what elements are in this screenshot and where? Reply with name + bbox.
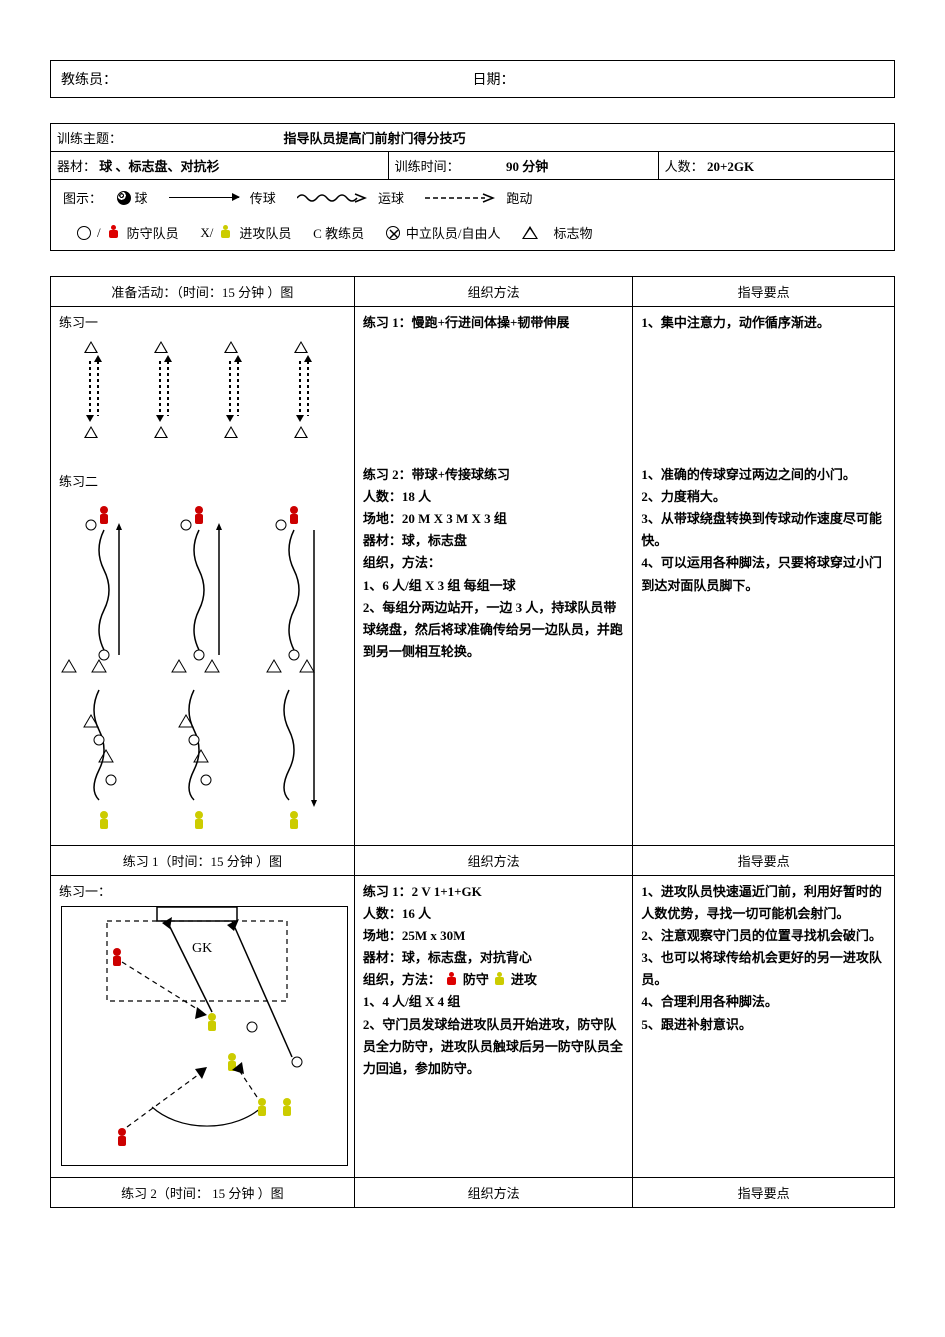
marker-text: 标志物 [553,223,592,242]
drill1-m-org-prefix: 组织，方法： [363,969,441,991]
method-player-red-icon [445,972,459,988]
equipment-label: 器材： [57,159,96,174]
points-header-2: 指导要点 [633,846,895,876]
method-header: 组织方法 [354,277,633,307]
points-header-3: 指导要点 [633,1178,895,1208]
attacker-prefix: X/ [200,225,213,241]
people-value: 20+2GK [707,159,754,174]
legend-row-1: 图示： 球 传球 运球 跑动 [57,184,888,211]
drill1-m-1: 1、4 人/组 X 4 组 [363,991,625,1013]
attacker-text: 进攻队员 [239,223,291,242]
drill1-m-2: 2、守门员发球给进攻队员开始进攻，防守队员全力防守，进攻队员触球后另一防守队员全… [363,1014,625,1080]
warmup-method-cell: 练习 1：慢跑+行进间体操+韧带伸展 练习 2：带球+传接球练习 人数：18 人… [354,307,633,846]
drill1-p2: 2、注意观察守门员的位置寻找机会破门。 [641,925,886,947]
circle-icon [77,226,91,240]
marker-icon [522,226,538,239]
warmup-ex2-equip: 器材：球，标志盘 [363,530,625,552]
warmup-ex1-method: 练习 1：慢跑+行进间体操+韧带伸展 [363,312,625,334]
drill1-m-equip: 器材：球，标志盘，对抗背心 [363,947,625,969]
warmup-ex2-m2: 2、每组分两边站开，一边 3 人，持球队员带球绕盘，然后将球准确传给另一边队员，… [363,597,625,663]
dribble-text: 运球 [378,188,404,207]
pass-text: 传球 [250,188,276,207]
info-table: 训练主题： 指导队员提高门前射门得分技巧 器材： 球 、标志盘、对抗衫 训练时间… [50,123,895,251]
run-text: 跑动 [506,188,532,207]
equipment-value: 球 、标志盘、对抗衫 [99,159,219,174]
ball-text: 球 [135,188,148,207]
drill1-p5: 5、跟进补射意识。 [641,1014,886,1036]
player-yellow-icon [219,225,233,241]
pass-arrow-icon [169,197,239,198]
drill1-points-cell: 1、进攻队员快速逼近门前，利用好暂时的人数优势，寻找一切可能机会射门。 2、注意… [633,876,895,1178]
diagram-warmup-1 [59,331,346,471]
neutral-icon [386,226,400,240]
drill1-p1: 1、进攻队员快速逼近门前，利用好暂时的人数优势，寻找一切可能机会射门。 [641,881,886,925]
warmup-ex2-p4: 4、可以运用各种脚法，只要将球穿过小门到达对面队员脚下。 [641,552,886,596]
drill1-header: 练习 1（时间：15 分钟 ）图 [51,846,355,876]
defender-text: 防守队员 [127,223,179,242]
neutral-text: 中立队员/自由人 [406,223,501,242]
dribble-icon [297,192,367,204]
ball-icon [117,191,131,205]
drill1-m-org-row: 组织，方法： 防守 进攻 [363,969,625,991]
diagram-warmup-2 [59,490,346,840]
duration-value: 90 分钟 [463,156,592,175]
drill1-sub-label: 练习一： [59,881,346,900]
points-header: 指导要点 [633,277,895,307]
drill1-p3: 3、也可以将球传给机会更好的另一进攻队员。 [641,947,886,991]
legend-label: 图示： [63,188,102,207]
drill1-m-def: 防守 [463,969,489,991]
coach-text: C 教练员 [313,223,364,242]
drill1-svg: GK [62,907,347,1165]
ex1-label: 练习一 [59,312,346,331]
theme-value: 指导队员提高门前射门得分技巧 [125,128,624,147]
drill1-diagram-cell: 练习一： GK [51,876,355,1178]
svg-text:GK: GK [192,941,212,956]
warmup-points-cell: 1、集中注意力，动作循序渐进。 1、准确的传球穿过两边之间的小门。 2、力度稍大… [633,307,895,846]
date-field: 日期： [473,69,885,89]
method-header-3: 组织方法 [354,1178,633,1208]
warmup2-svg [59,490,346,840]
warmup-ex2-org: 组织，方法： [363,552,625,574]
warmup-header: 准备活动：（时间：15 分钟 ）图 [51,277,355,307]
warmup-ex2-p3: 3、从带球绕盘转换到传球动作速度尽可能快。 [641,508,886,552]
people-label: 人数： [665,159,704,174]
warmup-ex2-field: 场地：20 M X 3 M X 3 组 [363,508,625,530]
diagram-drill1: GK [61,906,348,1166]
legend-row-2: / 防守队员 X/ 进攻队员 C 教练员 中立队员/自由人 标志物 [57,219,888,246]
ex2-label: 练习二 [59,471,346,490]
drill1-m-att: 进攻 [511,969,537,991]
player-red-icon [107,225,121,241]
header-box: 教练员： 日期： [50,60,895,98]
drill1-m-people: 人数：16 人 [363,903,625,925]
drill1-m-title: 练习 1：2 V 1+1+GK [363,881,625,903]
drill1-method-cell: 练习 1：2 V 1+1+GK 人数：16 人 场地：25M x 30M 器材：… [354,876,633,1178]
drill1-m-field: 场地：25M x 30M [363,925,625,947]
theme-label: 训练主题： [57,131,122,146]
warmup-ex2-title: 练习 2：带球+传接球练习 [363,464,625,486]
warmup-diagram-cell: 练习一 练习二 [51,307,355,846]
method-header-2: 组织方法 [354,846,633,876]
drill2-header: 练习 2（时间： 15 分钟 ）图 [51,1178,355,1208]
warmup-ex2-p1: 1、准确的传球穿过两边之间的小门。 [641,464,886,486]
warmup-ex2-people: 人数：18 人 [363,486,625,508]
warmup-ex2-p2: 2、力度稍大。 [641,486,886,508]
warmup-ex2-m1: 1、6 人/组 X 3 组 每组一球 [363,575,625,597]
warmup-ex1-p1: 1、集中注意力，动作循序渐进。 [641,312,886,334]
coach-field: 教练员： [61,69,473,89]
run-icon [425,193,495,203]
main-table: 准备活动：（时间：15 分钟 ）图 组织方法 指导要点 练习一 [50,276,895,1208]
method-player-yellow-icon [493,972,507,988]
drill1-p4: 4、合理利用各种脚法。 [641,991,886,1013]
duration-label: 训练时间： [395,159,460,174]
